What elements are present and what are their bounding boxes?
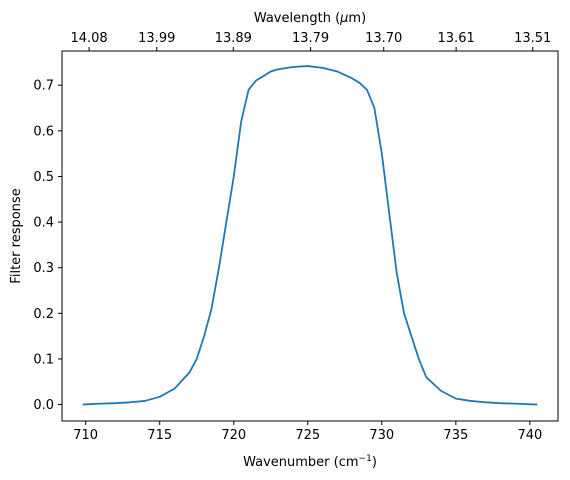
y-tick-label: 0.3 — [33, 261, 54, 276]
top-x-axis-label-mu: μ — [339, 11, 348, 26]
x-tick-label: 735 — [443, 428, 468, 443]
x-tick-label: 720 — [221, 428, 246, 443]
top-x-axis-label-prefix: Wavelength ( — [254, 11, 340, 26]
x-tick-label: 715 — [147, 428, 172, 443]
bottom-x-axis: 710 715 720 725 730 735 740 — [73, 421, 542, 443]
x-tick-label: 740 — [517, 428, 542, 443]
top-x-axis-label: Wavelength (μm) — [254, 11, 366, 26]
top-tick-label: 13.89 — [215, 31, 252, 46]
top-tick-label: 13.70 — [365, 31, 402, 46]
x-axis-label-close: ) — [372, 455, 377, 470]
top-tick-label: 14.08 — [70, 31, 107, 46]
y-tick-label: 0.7 — [33, 79, 54, 94]
y-tick-label: 0.5 — [33, 170, 54, 185]
y-tick-label: 0.2 — [33, 307, 54, 322]
x-axis-label-main: Wavenumber (cm — [243, 455, 358, 470]
top-tick-label: 13.79 — [292, 31, 329, 46]
x-axis-label: Wavenumber (cm−1) — [243, 454, 377, 470]
plot-frame — [61, 50, 559, 422]
x-tick-label: 725 — [295, 428, 320, 443]
y-axis-label: Filter response — [9, 188, 24, 283]
top-tick-label: 13.51 — [514, 31, 551, 46]
y-tick-label: 0.6 — [33, 124, 54, 139]
top-x-axis-label-suffix: m) — [348, 11, 366, 26]
plot-layer — [82, 65, 538, 406]
x-tick-label: 710 — [73, 428, 98, 443]
y-tick-label: 0.0 — [33, 398, 54, 413]
series-line-0 — [82, 65, 538, 406]
y-tick-label: 0.1 — [33, 352, 54, 367]
x-axis-label-superscript: −1 — [359, 454, 372, 464]
top-tick-label: 13.61 — [438, 31, 475, 46]
left-y-axis: 0.0 0.1 0.2 0.3 0.4 0.5 0.6 0.7 — [33, 79, 62, 413]
top-x-axis: 14.08 13.99 13.89 13.79 13.70 13.61 13.51 — [70, 31, 551, 51]
x-tick-label: 730 — [369, 428, 394, 443]
top-tick-label: 13.99 — [138, 31, 175, 46]
y-tick-label: 0.4 — [33, 216, 54, 231]
